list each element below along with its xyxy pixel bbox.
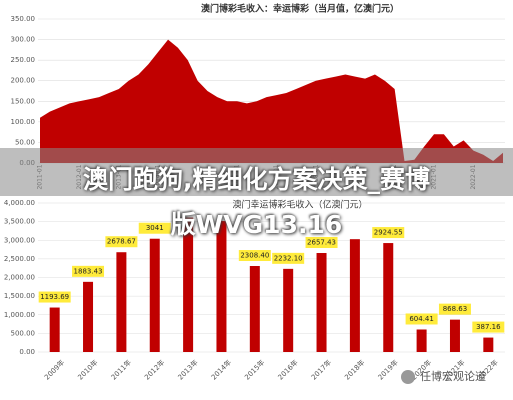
y-tick-label: 2,500.00 (4, 255, 35, 263)
value-label-box (405, 313, 438, 325)
value-label: 387.16 (476, 323, 501, 331)
y-tick-label: 350.00 (11, 15, 36, 23)
overlay-band (0, 148, 513, 196)
y-tick-label: 500.00 (11, 329, 36, 337)
value-label-box (38, 291, 71, 303)
bar (416, 329, 427, 352)
value-label: 3041 (146, 224, 164, 232)
y-tick-label: 4,000.00 (4, 199, 35, 207)
y-tick-label: 250.00 (11, 56, 36, 64)
bar (49, 307, 60, 352)
value-label: 2308.40 (240, 252, 269, 260)
y-tick-label: 150.00 (11, 97, 36, 105)
bar (183, 217, 194, 352)
value-label: 2924.55 (374, 229, 403, 237)
chart-title: 澳门博彩毛收入：幸运博彩（当月值，亿澳门元） (201, 3, 399, 15)
value-label: 2678.67 (107, 238, 136, 246)
bar (383, 243, 394, 352)
value-label-box (305, 237, 338, 249)
value-label-box (472, 321, 505, 333)
chart-title: 澳门幸运博彩毛收入（亿澳门元） (232, 199, 367, 211)
value-label-box (372, 227, 405, 239)
bar (149, 238, 160, 352)
value-label: 1193.69 (40, 293, 69, 301)
value-label-box (272, 252, 305, 264)
y-tick-label: 1,500.00 (4, 292, 35, 300)
value-label: 868.63 (443, 305, 468, 313)
overlay-title: 澳门跑狗,精细化方案决策_赛博 (83, 165, 430, 194)
bar (83, 281, 94, 352)
overlay-title: 版WVG13.16 (170, 210, 343, 239)
bar (283, 268, 294, 352)
value-label-box (238, 250, 271, 262)
value-label-box (138, 222, 171, 234)
bar (483, 337, 494, 352)
y-tick-label: 3,500.00 (4, 218, 35, 226)
bar (449, 319, 460, 352)
bar (249, 266, 260, 352)
y-tick-label: 100.00 (11, 118, 36, 126)
value-label-box (72, 265, 105, 277)
value-label-box (105, 236, 138, 248)
value-label: 1883.43 (74, 267, 103, 275)
bar (316, 253, 327, 352)
value-label: 2657.43 (307, 239, 336, 247)
value-label: 604.41 (409, 315, 434, 323)
y-tick-label: 300.00 (11, 36, 36, 44)
bar (116, 252, 127, 352)
watermark-icon (401, 370, 415, 384)
y-tick-label: 2,000.00 (4, 274, 35, 282)
value-label: 2232.10 (274, 254, 303, 262)
y-tick-label: 0.00 (19, 348, 35, 356)
y-tick-label: 3,000.00 (4, 236, 35, 244)
value-label-box (438, 303, 471, 315)
y-tick-label: 200.00 (11, 77, 36, 85)
bar (216, 221, 227, 352)
area (40, 39, 503, 164)
y-tick-label: 1,000.00 (4, 311, 35, 319)
bar (349, 239, 360, 352)
y-tick-label: 50.00 (15, 138, 35, 146)
watermark: 任博宏观论道 (420, 369, 486, 383)
